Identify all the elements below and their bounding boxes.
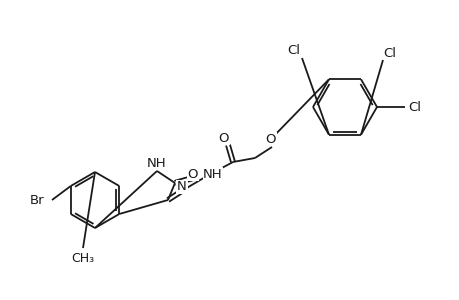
Text: Br: Br xyxy=(30,194,44,206)
Text: N: N xyxy=(177,181,186,194)
Text: Cl: Cl xyxy=(287,44,300,56)
Text: Cl: Cl xyxy=(383,46,396,59)
Text: O: O xyxy=(218,131,229,145)
Text: O: O xyxy=(265,133,276,146)
Text: NH: NH xyxy=(147,157,167,169)
Text: NH: NH xyxy=(203,167,222,181)
Text: CH₃: CH₃ xyxy=(71,251,95,265)
Text: O: O xyxy=(187,167,198,181)
Text: Cl: Cl xyxy=(408,100,420,113)
